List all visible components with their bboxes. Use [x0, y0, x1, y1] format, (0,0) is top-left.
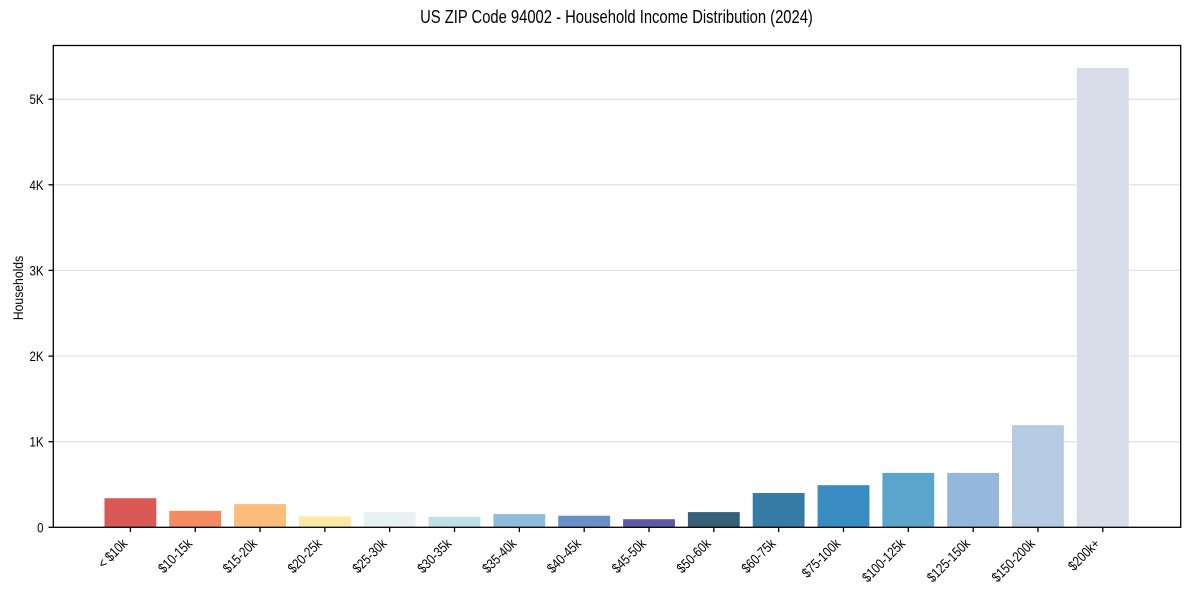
svg-text:US ZIP Code 94002 - Household: US ZIP Code 94002 - Household Income Dis…	[420, 7, 813, 27]
svg-text:0: 0	[37, 519, 44, 535]
svg-text:2K: 2K	[29, 348, 44, 364]
svg-text:4K: 4K	[29, 177, 44, 193]
svg-text:5K: 5K	[29, 91, 44, 107]
svg-text:1K: 1K	[29, 434, 44, 450]
svg-text:3K: 3K	[29, 262, 44, 278]
svg-text:Households: Households	[11, 256, 27, 320]
